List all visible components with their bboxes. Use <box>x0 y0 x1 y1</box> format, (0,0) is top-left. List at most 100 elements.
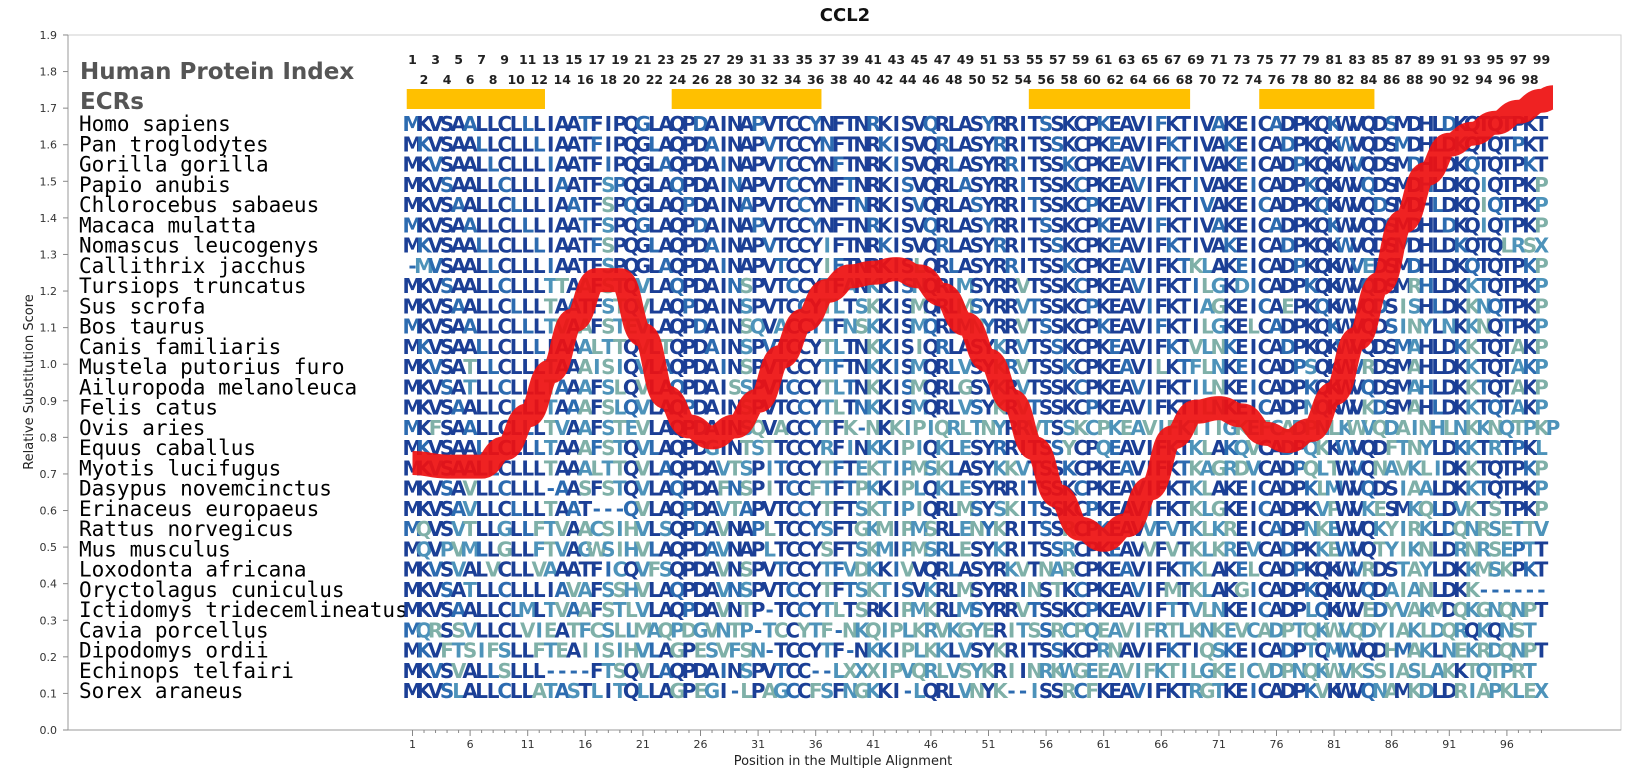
residue: S <box>1050 173 1064 197</box>
residue: Q <box>922 132 939 156</box>
residue: A <box>704 132 720 156</box>
residue: A <box>739 173 755 197</box>
y-tick-label: 1.0 <box>40 358 58 371</box>
residue: A <box>1269 173 1285 197</box>
residue: K <box>416 112 433 136</box>
residue: C <box>497 193 512 217</box>
residue: A <box>566 213 582 237</box>
residue: C <box>1073 173 1088 197</box>
residue: S <box>440 193 454 217</box>
residue: P <box>1511 173 1526 197</box>
residue: C <box>797 112 812 136</box>
protein-index-number: 3 <box>431 52 440 67</box>
protein-index-number: 1 <box>408 52 417 67</box>
residue: C <box>1073 112 1088 136</box>
residue: A <box>566 112 582 136</box>
residue: A <box>739 132 755 156</box>
residue: I <box>1019 132 1026 156</box>
residue: K <box>1522 132 1539 156</box>
residue: H <box>1418 112 1435 136</box>
residue: Q <box>623 112 640 136</box>
residue: I <box>1146 679 1153 703</box>
residue: E <box>1235 193 1249 217</box>
residue: F <box>590 173 604 197</box>
residue: A <box>1211 173 1227 197</box>
protein-index-header: Human Protein Index <box>80 59 354 85</box>
residue: N <box>853 132 870 156</box>
residue: Q <box>1487 153 1504 177</box>
residue: A <box>1269 112 1285 136</box>
protein-index-number: 13 <box>542 52 559 67</box>
residue: E <box>1235 679 1249 703</box>
residue: C <box>497 132 512 156</box>
protein-index-number: 99 <box>1533 52 1550 67</box>
residue: T <box>774 153 788 177</box>
residue: I <box>893 679 900 703</box>
residue: Q <box>669 112 686 136</box>
protein-index-number: 31 <box>749 52 766 67</box>
residue: Q <box>623 153 640 177</box>
residue: K <box>1303 132 1320 156</box>
residue: E <box>1235 112 1249 136</box>
residue: A <box>555 112 571 136</box>
y-tick-label: 1.5 <box>40 175 58 188</box>
residue: Q <box>1487 193 1504 217</box>
residue: T <box>1535 153 1549 177</box>
residue: S <box>1384 193 1398 217</box>
residue: Y <box>980 112 996 136</box>
protein-index-number: 88 <box>1406 72 1423 87</box>
residue: A <box>462 213 478 237</box>
residue: T <box>578 213 592 237</box>
residue: A <box>658 132 674 156</box>
residue: R <box>935 173 950 197</box>
residue: T <box>578 153 592 177</box>
residue: I <box>720 153 727 177</box>
residue: L <box>521 132 534 156</box>
residue: A <box>451 153 467 177</box>
residue: P <box>1534 193 1549 217</box>
protein-index-number: 67 <box>1164 52 1181 67</box>
protein-index-number: 21 <box>634 52 651 67</box>
residue: S <box>1039 153 1053 177</box>
residue: I <box>1146 132 1153 156</box>
residue: F <box>832 132 846 156</box>
residue: Q <box>1314 193 1331 217</box>
residue: A <box>566 173 582 197</box>
residue: I <box>1019 193 1026 217</box>
residue: A <box>658 213 674 237</box>
residue: A <box>566 153 582 177</box>
protein-index-number: 44 <box>899 72 917 87</box>
residue: L <box>510 112 523 136</box>
residue: S <box>1384 112 1398 136</box>
y-tick-label: 0.4 <box>40 578 58 591</box>
residue: A <box>739 153 755 177</box>
residue: S <box>440 112 454 136</box>
protein-index-number: 18 <box>600 72 617 87</box>
residue: A <box>555 173 571 197</box>
residue: F <box>590 193 604 217</box>
protein-index-number: 74 <box>1245 72 1263 87</box>
residue: L <box>487 193 500 217</box>
residue: L <box>487 132 500 156</box>
residue: I <box>1146 112 1153 136</box>
residue: V <box>1349 193 1365 217</box>
residue: S <box>440 132 454 156</box>
residue: V <box>912 153 928 177</box>
residue: P <box>1511 193 1526 217</box>
residue: F <box>590 213 604 237</box>
residue: T <box>578 132 592 156</box>
residue: L <box>948 173 961 197</box>
residue: N <box>727 112 744 136</box>
residue: D <box>1280 173 1297 197</box>
residue: R <box>1004 153 1019 177</box>
residue: R <box>866 153 881 177</box>
residue: Q <box>1464 153 1481 177</box>
residue: K <box>1223 153 1240 177</box>
residue: P <box>1085 173 1100 197</box>
residue: K <box>1326 173 1343 197</box>
protein-index-number: 93 <box>1464 52 1481 67</box>
residue: L <box>475 153 488 177</box>
residue: V <box>762 132 778 156</box>
x-tick-label: 16 <box>578 738 592 751</box>
residue: A <box>704 112 720 136</box>
